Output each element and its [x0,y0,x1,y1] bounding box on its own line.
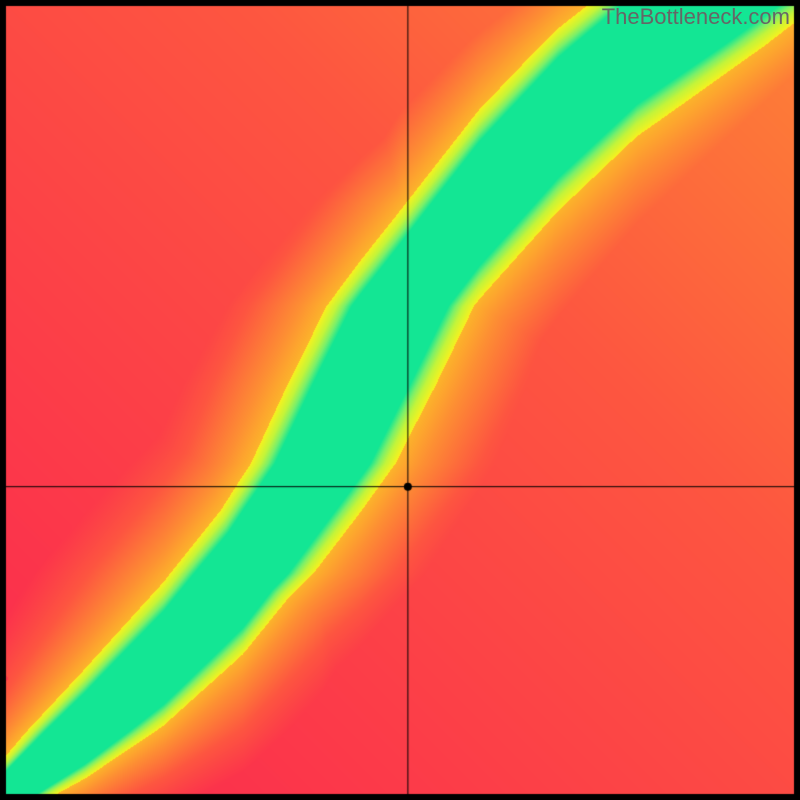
watermark-text: TheBottleneck.com [602,4,790,30]
heatmap-canvas [0,0,800,800]
chart-container: TheBottleneck.com [0,0,800,800]
